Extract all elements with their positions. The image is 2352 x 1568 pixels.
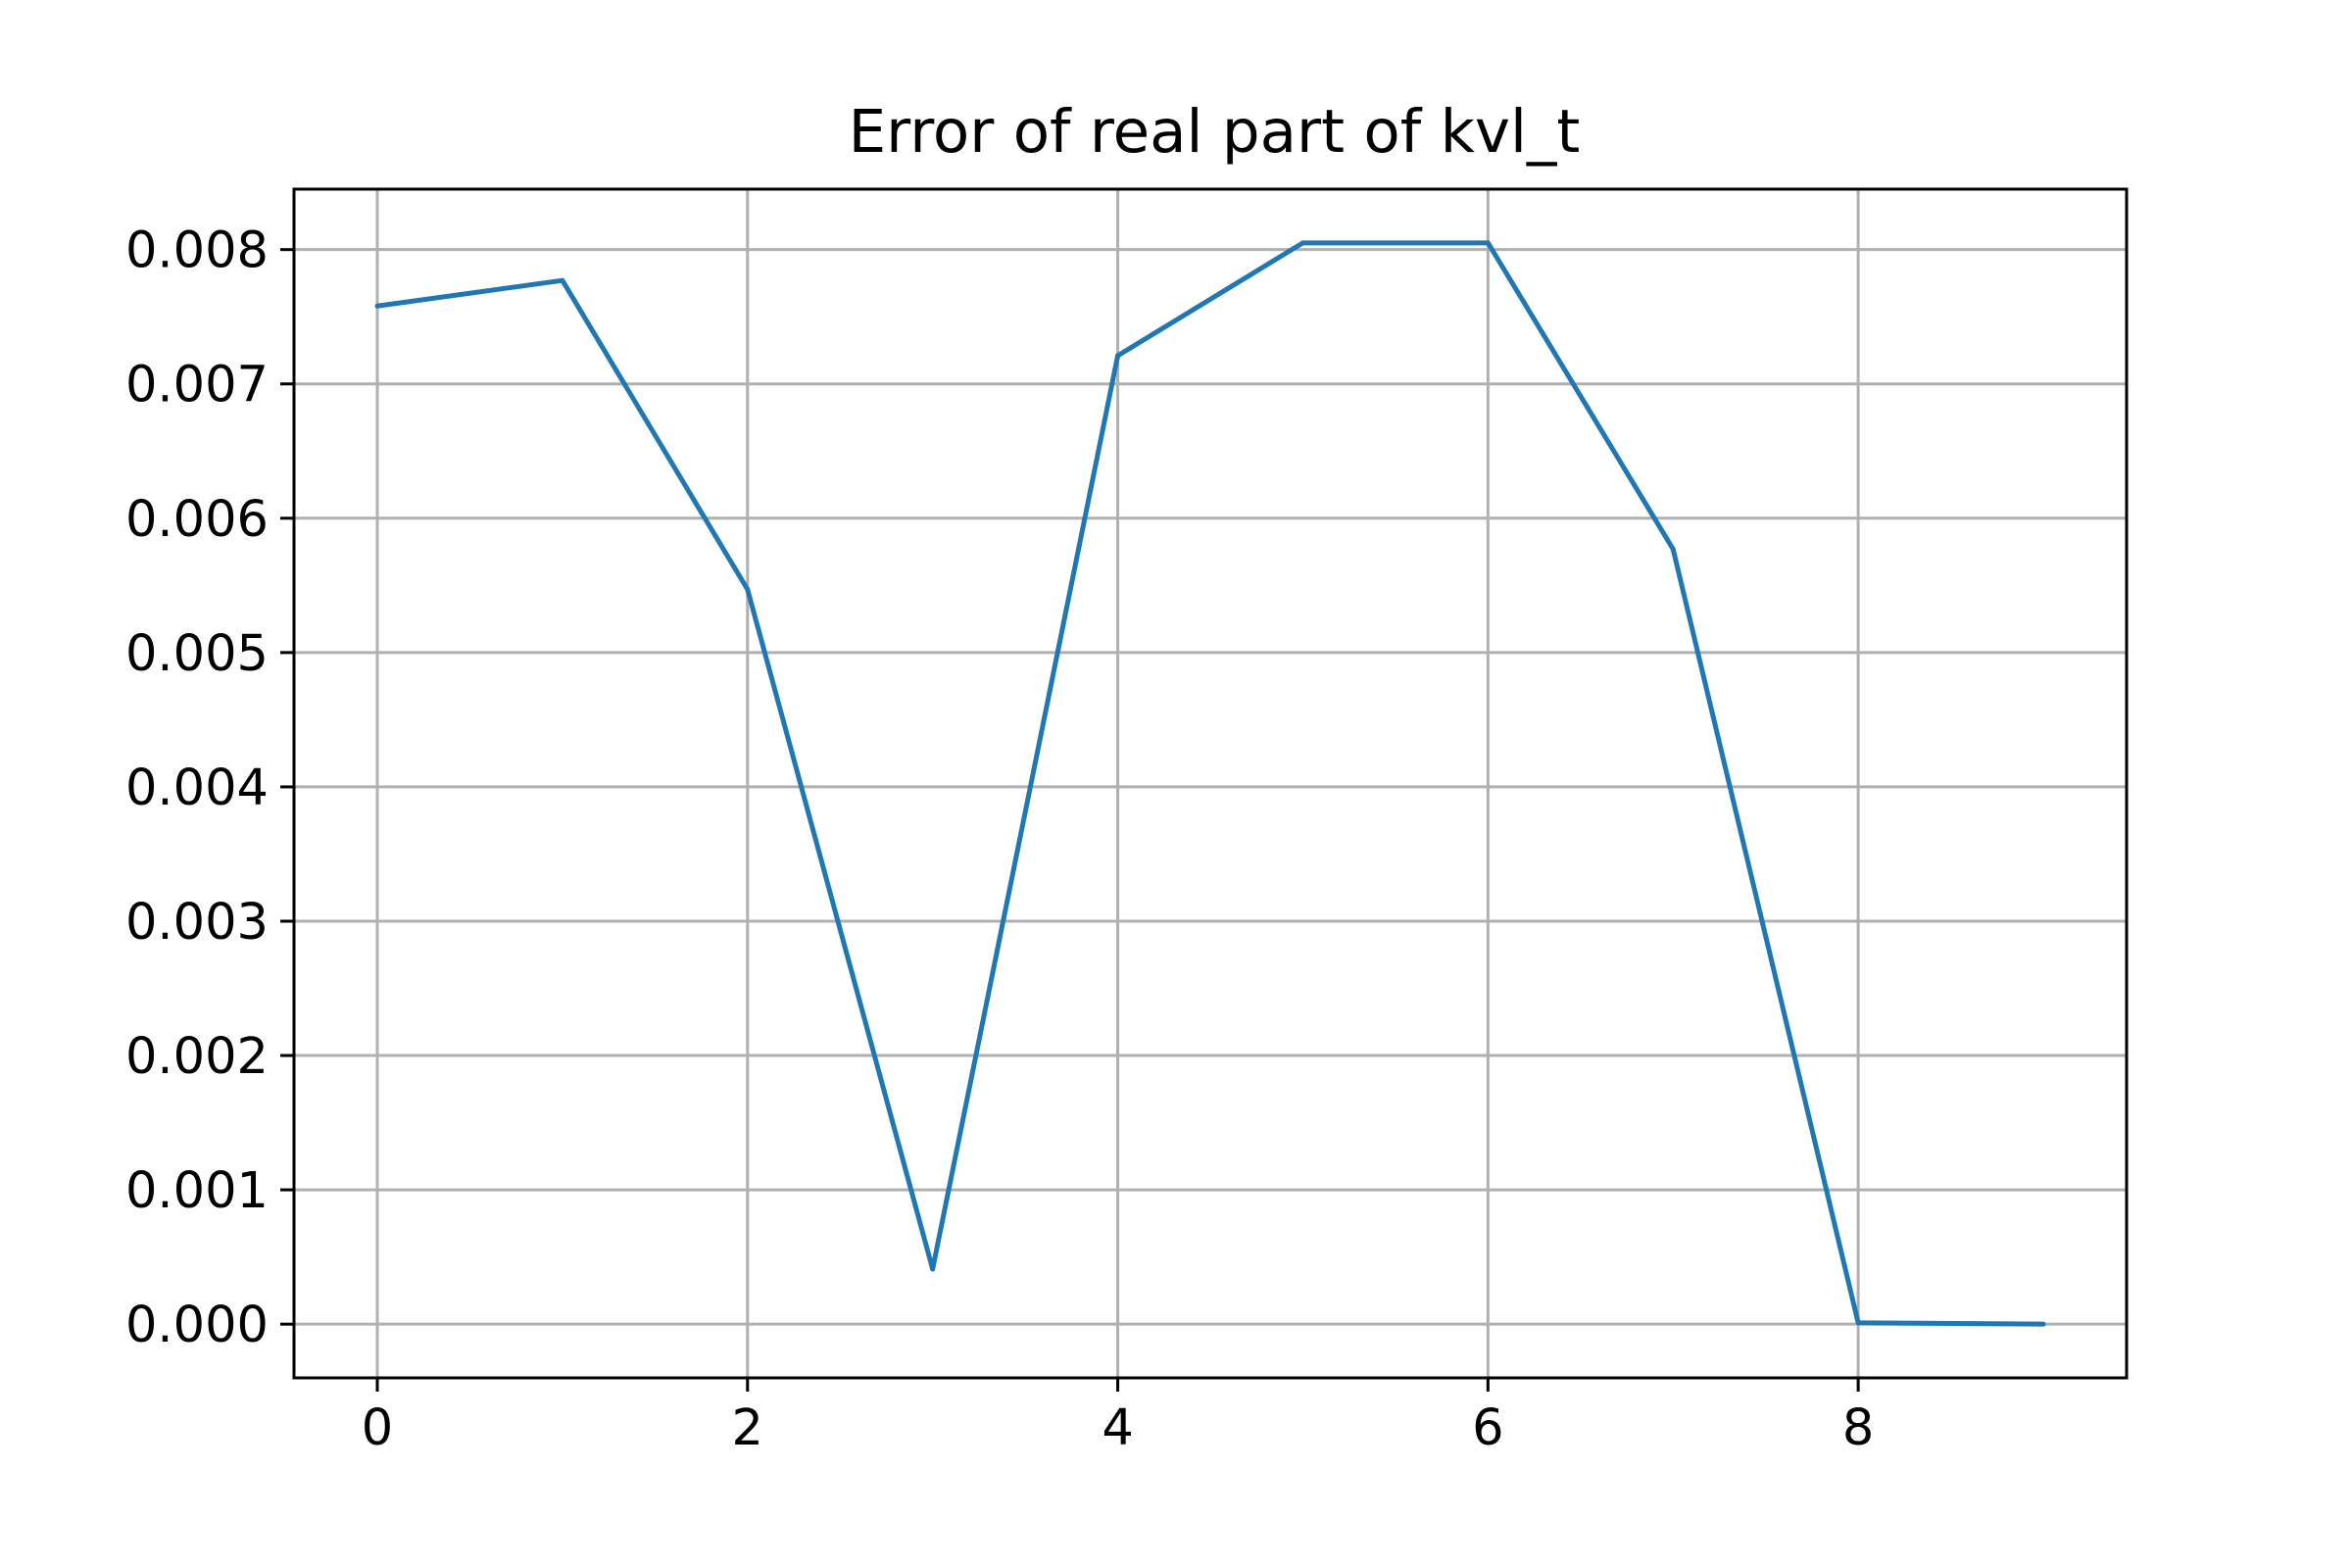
- data-point: [745, 587, 750, 592]
- y-tick-label: 0.005: [125, 625, 269, 683]
- y-tick-label: 0.002: [125, 1028, 269, 1086]
- data-point: [2041, 1322, 2046, 1327]
- data-point: [375, 304, 380, 309]
- y-tick-label: 0.000: [125, 1297, 269, 1354]
- data-point: [1671, 547, 1676, 552]
- data-point: [560, 278, 564, 283]
- data-point: [930, 1266, 935, 1271]
- y-tick-label: 0.003: [125, 894, 269, 952]
- y-tick-label: 0.007: [125, 357, 269, 415]
- y-tick-label: 0.004: [125, 760, 269, 817]
- data-point: [1115, 353, 1120, 358]
- y-tick-label: 0.008: [125, 222, 269, 280]
- y-tick-label: 0.001: [125, 1162, 269, 1220]
- data-point: [1300, 240, 1305, 245]
- x-tick-label: 4: [1102, 1399, 1133, 1457]
- x-tick-label: 8: [1842, 1399, 1874, 1457]
- x-tick-label: 2: [732, 1399, 763, 1457]
- chart-title: Error of real part of kvl_t: [849, 97, 1581, 167]
- data-point: [1486, 240, 1491, 245]
- y-tick-label: 0.006: [125, 491, 269, 549]
- x-tick-label: 6: [1472, 1399, 1503, 1457]
- x-tick-label: 0: [362, 1399, 393, 1457]
- data-point: [1856, 1320, 1861, 1325]
